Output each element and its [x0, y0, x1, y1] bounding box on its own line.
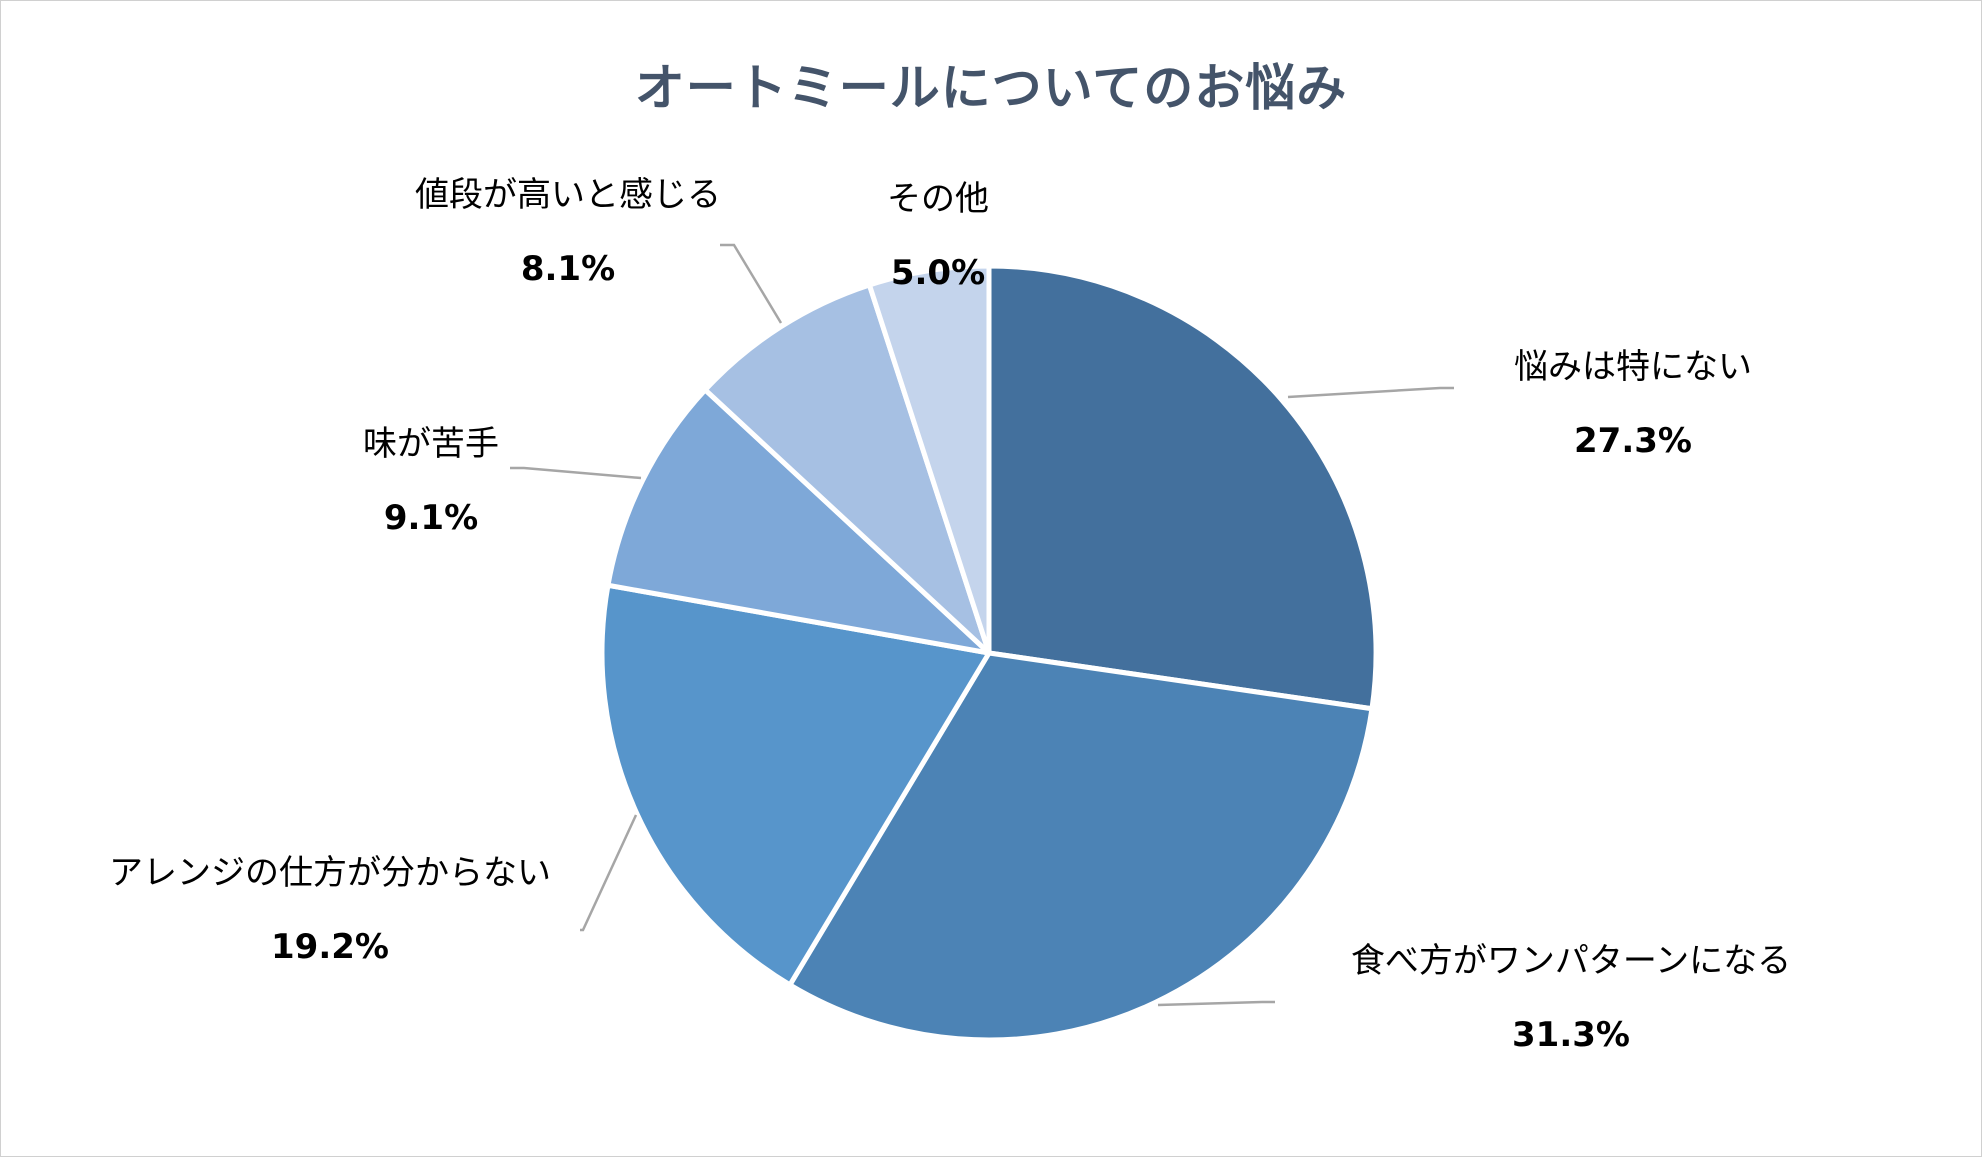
slice-label-1: 悩みは特にない — [1514, 347, 1752, 387]
chart-title: オートミールについてのお悩み — [634, 59, 1348, 117]
slice-value-5: 8.1% — [521, 249, 615, 289]
slice-label-3: アレンジの仕方が分からない — [109, 853, 551, 893]
leader-line-1 — [1287, 386, 1454, 399]
slice-label-5: 値段が高いと感じる — [415, 175, 721, 215]
slice-label-2: 食べ方がワンパターンになる — [1351, 941, 1791, 981]
slice-value-4: 9.1% — [384, 498, 478, 538]
leader-line-2 — [1157, 1000, 1275, 1007]
pie-slice-2 — [787, 650, 1375, 1043]
slice-value-3: 19.2% — [271, 927, 389, 967]
slice-value-2: 31.3% — [1512, 1015, 1630, 1055]
pie-slice-3 — [599, 582, 992, 988]
pie-slice-1 — [986, 263, 1379, 712]
leader-line-4 — [510, 466, 642, 480]
leader-line-3 — [580, 814, 638, 932]
leader-lines — [510, 243, 1454, 1007]
slice-value-6: 5.0% — [891, 253, 985, 293]
pie-slice-5 — [702, 282, 992, 656]
pie-slices — [599, 263, 1379, 1043]
pie-slice-4 — [605, 387, 992, 656]
pie-slice-6 — [866, 263, 992, 656]
leader-line-5 — [720, 243, 783, 324]
slice-labels: 悩みは特にない 27.3% 食べ方がワンパターンになる 31.3% アレンジの仕方が分か… — [109, 175, 1791, 1055]
slice-label-6: その他 — [887, 179, 989, 219]
slice-value-1: 27.3% — [1574, 421, 1692, 461]
slice-label-4: 味が苦手 — [363, 424, 499, 464]
